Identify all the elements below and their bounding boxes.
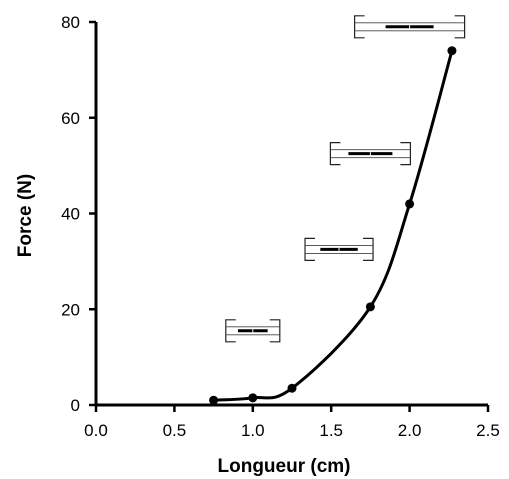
y-ticks: 0 20 40 60 80: [61, 13, 96, 415]
data-point: [209, 395, 219, 405]
sarcomere-diagrams: [225, 15, 466, 343]
data-point: [365, 302, 375, 312]
x-tick-label: 1.0: [241, 421, 265, 440]
sarcomere-diagram: [354, 15, 466, 39]
x-tick-label: 2.0: [398, 421, 422, 440]
x-tick-label: 0.5: [163, 421, 187, 440]
data-points: [209, 46, 457, 405]
sarcomere-diagram: [225, 319, 281, 343]
data-point: [405, 199, 415, 209]
x-tick-label: 2.5: [476, 421, 500, 440]
axes: 0.0 0.5 1.0 1.5 2.0 2.5 0 20 40 60 80: [61, 13, 500, 440]
data-point: [287, 383, 297, 393]
y-tick-label: 0: [71, 396, 80, 415]
data-point: [248, 393, 258, 403]
sarcomere-diagram: [304, 237, 374, 262]
sarcomere-diagram: [329, 142, 411, 166]
data-point: [447, 46, 457, 56]
y-tick-label: 80: [61, 13, 80, 32]
y-axis-title: Force (N): [15, 174, 36, 257]
x-tick-label: 0.0: [84, 421, 108, 440]
x-tick-label: 1.5: [319, 421, 343, 440]
series-line: [212, 49, 454, 402]
y-tick-label: 40: [61, 205, 80, 224]
y-tick-label: 20: [61, 300, 80, 319]
x-axis-title: Longueur (cm): [218, 456, 351, 477]
x-ticks: 0.0 0.5 1.0 1.5 2.0 2.5: [84, 405, 500, 440]
y-tick-label: 60: [61, 109, 80, 128]
